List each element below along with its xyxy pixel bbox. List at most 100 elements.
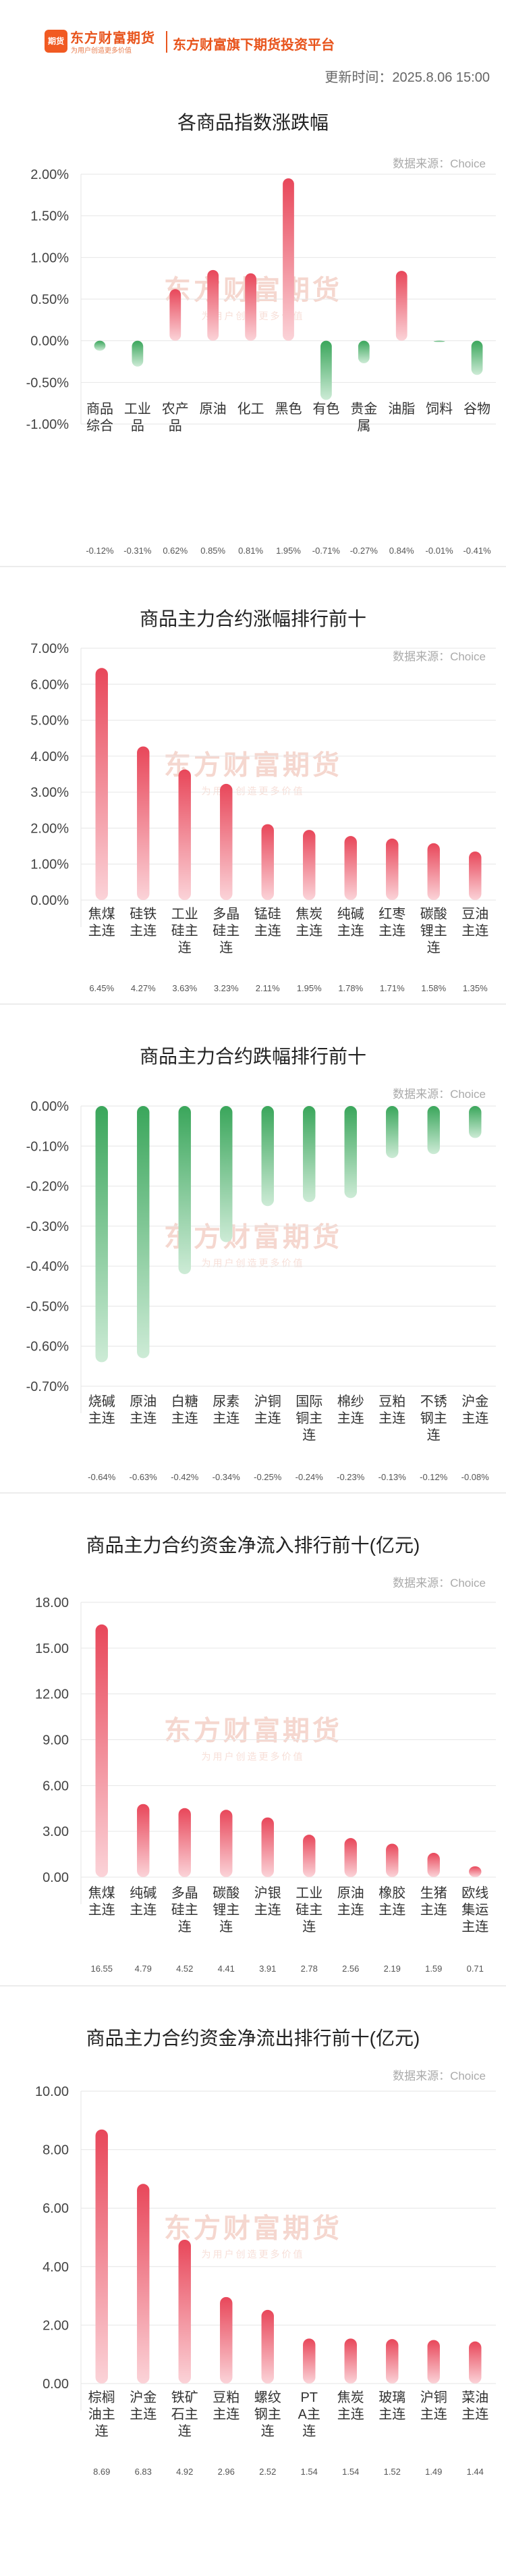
x-tick-label: 纯碱主连: [130, 1885, 157, 1918]
y-tick-label: 4.00%: [30, 750, 69, 764]
x-tick-label: 豆粕主连: [378, 1394, 405, 1426]
x-tick-label: 工业品: [124, 401, 151, 433]
data-label: 1.54: [301, 2467, 318, 2477]
bar: [358, 340, 370, 363]
x-tick-label: 沪铜主连: [420, 2390, 447, 2422]
data-label: -0.34%: [213, 1472, 241, 1482]
brand-divider: [166, 31, 167, 53]
x-tick-label: 沪银主连: [254, 1885, 281, 1918]
watermark-text: 东方财富期货: [164, 1716, 342, 1746]
data-label: 3.91: [259, 1964, 276, 1974]
bar: [427, 843, 440, 900]
data-label: 0.62%: [163, 546, 188, 556]
bar: [220, 783, 233, 900]
y-tick-label: 18.00: [35, 1596, 69, 1610]
data-label: -0.12%: [420, 1472, 448, 1482]
y-tick-label: 6.00: [43, 2201, 69, 2216]
x-tick-label: 焦炭主连: [296, 906, 322, 939]
data-label: 6.83: [135, 2467, 152, 2477]
x-tick-label: 红枣主连: [378, 906, 405, 939]
bar: [344, 1106, 357, 1199]
data-source: 数据来源：Choice: [393, 2070, 486, 2082]
bar: [94, 340, 106, 351]
data-label: 1.59: [425, 1964, 442, 1974]
y-tick-label: -1.00%: [26, 417, 69, 432]
x-tick-label: 不锈钢主连: [420, 1394, 447, 1443]
y-tick-label: -0.20%: [26, 1180, 69, 1194]
bar: [427, 1853, 440, 1877]
data-label: 2.56: [342, 1964, 359, 1974]
bar: [303, 830, 316, 900]
y-tick-label: -0.50%: [26, 1299, 69, 1314]
data-label: 2.19: [384, 1964, 401, 1974]
bar: [386, 2339, 399, 2384]
x-tick-label: 烧碱主连: [88, 1394, 115, 1426]
data-label: 4.52: [176, 1964, 193, 1974]
x-tick-label: 螺纹钢主连: [254, 2390, 281, 2439]
bar: [386, 1106, 399, 1159]
y-tick-label: 6.00%: [30, 677, 69, 692]
bar: [303, 1106, 316, 1203]
watermark-text: 东方财富期货: [164, 2214, 342, 2244]
x-tick-label: 工业硅主连: [171, 906, 198, 955]
bar: [386, 1843, 399, 1877]
x-tick-label: 饲料: [426, 401, 453, 417]
bar: [395, 271, 407, 341]
x-tick-label: 沪金主连: [130, 2390, 157, 2422]
data-label: 2.52: [259, 2467, 276, 2477]
y-tick-label: -0.50%: [26, 375, 69, 390]
x-tick-label: 铁矿石主连: [171, 2390, 198, 2439]
data-label: 1.58%: [421, 983, 446, 993]
data-label: 8.69: [93, 2467, 110, 2477]
chart-section: 商品主力合约资金净流出排行前十(亿元) 数据来源：Choice 东方财富期货 为用户创…: [0, 1987, 506, 2576]
y-tick-label: 1.00%: [30, 251, 69, 265]
x-tick-label: 国际铜主连: [296, 1394, 322, 1443]
y-tick-label: 3.00%: [30, 785, 69, 800]
x-tick-label: 焦煤主连: [88, 1885, 115, 1918]
brand-logo: 期货: [45, 30, 67, 53]
x-tick-label: 沪铜主连: [254, 1394, 281, 1426]
data-source: 数据来源：Choice: [393, 157, 486, 170]
data-label: 1.71%: [380, 983, 405, 993]
x-tick-label: 原油: [200, 401, 227, 417]
data-label: -0.64%: [88, 1472, 116, 1482]
data-label: -0.08%: [461, 1472, 490, 1482]
x-tick-label: 油脂: [388, 401, 415, 417]
bar: [261, 824, 274, 900]
chart-section: 商品主力合约涨幅排行前十 数据来源：Choice 东方财富期货 为用户创造更多价值 7.…: [0, 567, 506, 1005]
data-label: -0.27%: [350, 546, 378, 556]
data-label: 4.27%: [131, 983, 156, 993]
x-tick-label: 原油主连: [337, 1885, 364, 1918]
brand-name: 东方财富期货: [70, 31, 155, 46]
x-tick-label: 锰硅主连: [254, 906, 281, 939]
update-time: 更新时间：2025.8.06 15:00: [325, 70, 490, 85]
bar: [261, 1817, 274, 1877]
x-tick-label: 农产品: [162, 401, 189, 433]
bar: [427, 2340, 440, 2384]
data-label: 3.23%: [214, 983, 239, 993]
bar: [344, 836, 357, 900]
x-tick-label: PT A主连: [298, 2390, 320, 2439]
data-label: -0.41%: [463, 546, 491, 556]
data-label: 4.79: [135, 1964, 152, 1974]
section-divider: [0, 1985, 506, 1987]
x-tick-label: 碳酸锂主连: [213, 1885, 240, 1935]
data-label: 16.55: [90, 1964, 113, 1974]
x-tick-label: 贵金属: [350, 401, 377, 433]
data-label: -0.12%: [86, 546, 114, 556]
logo-text: 期货: [47, 36, 64, 46]
y-tick-label: 1.50%: [30, 209, 69, 224]
chart-title: 商品主力合约资金净流入排行前十(亿元): [86, 1535, 420, 1556]
x-tick-label: 焦炭主连: [337, 2390, 364, 2422]
bar: [178, 1106, 191, 1274]
bar: [427, 1106, 440, 1155]
data-label: -0.01%: [426, 546, 454, 556]
y-tick-label: 0.50%: [30, 292, 69, 307]
y-tick-label: 7.00%: [30, 641, 69, 656]
bar: [95, 1106, 108, 1363]
chart-section: 商品主力合约资金净流入排行前十(亿元) 数据来源：Choice 东方财富期货 为用户创…: [0, 1494, 506, 1987]
bar: [95, 2129, 108, 2384]
